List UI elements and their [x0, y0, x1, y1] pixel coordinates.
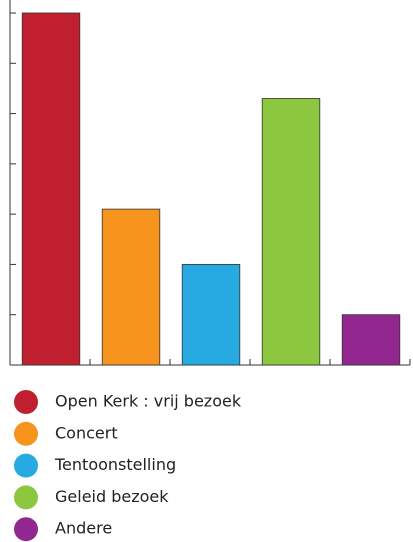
legend-label: Concert: [55, 423, 118, 442]
legend-swatch: [14, 485, 38, 510]
bar: [101, 208, 161, 366]
legend-swatch: [14, 390, 38, 414]
bar: [21, 12, 81, 366]
legend-label: Andere: [55, 519, 112, 538]
legend-label: Geleid bezoek: [55, 487, 169, 506]
legend-swatch: [14, 453, 38, 478]
legend-swatch: [14, 517, 38, 542]
legend-label: Tentoonstelling: [54, 455, 176, 474]
bar: [341, 314, 401, 366]
legend-label: Open Kerk : vrij bezoek: [55, 392, 242, 411]
bar: [181, 264, 241, 366]
bar: [261, 98, 321, 366]
legend-swatch: [14, 421, 38, 446]
